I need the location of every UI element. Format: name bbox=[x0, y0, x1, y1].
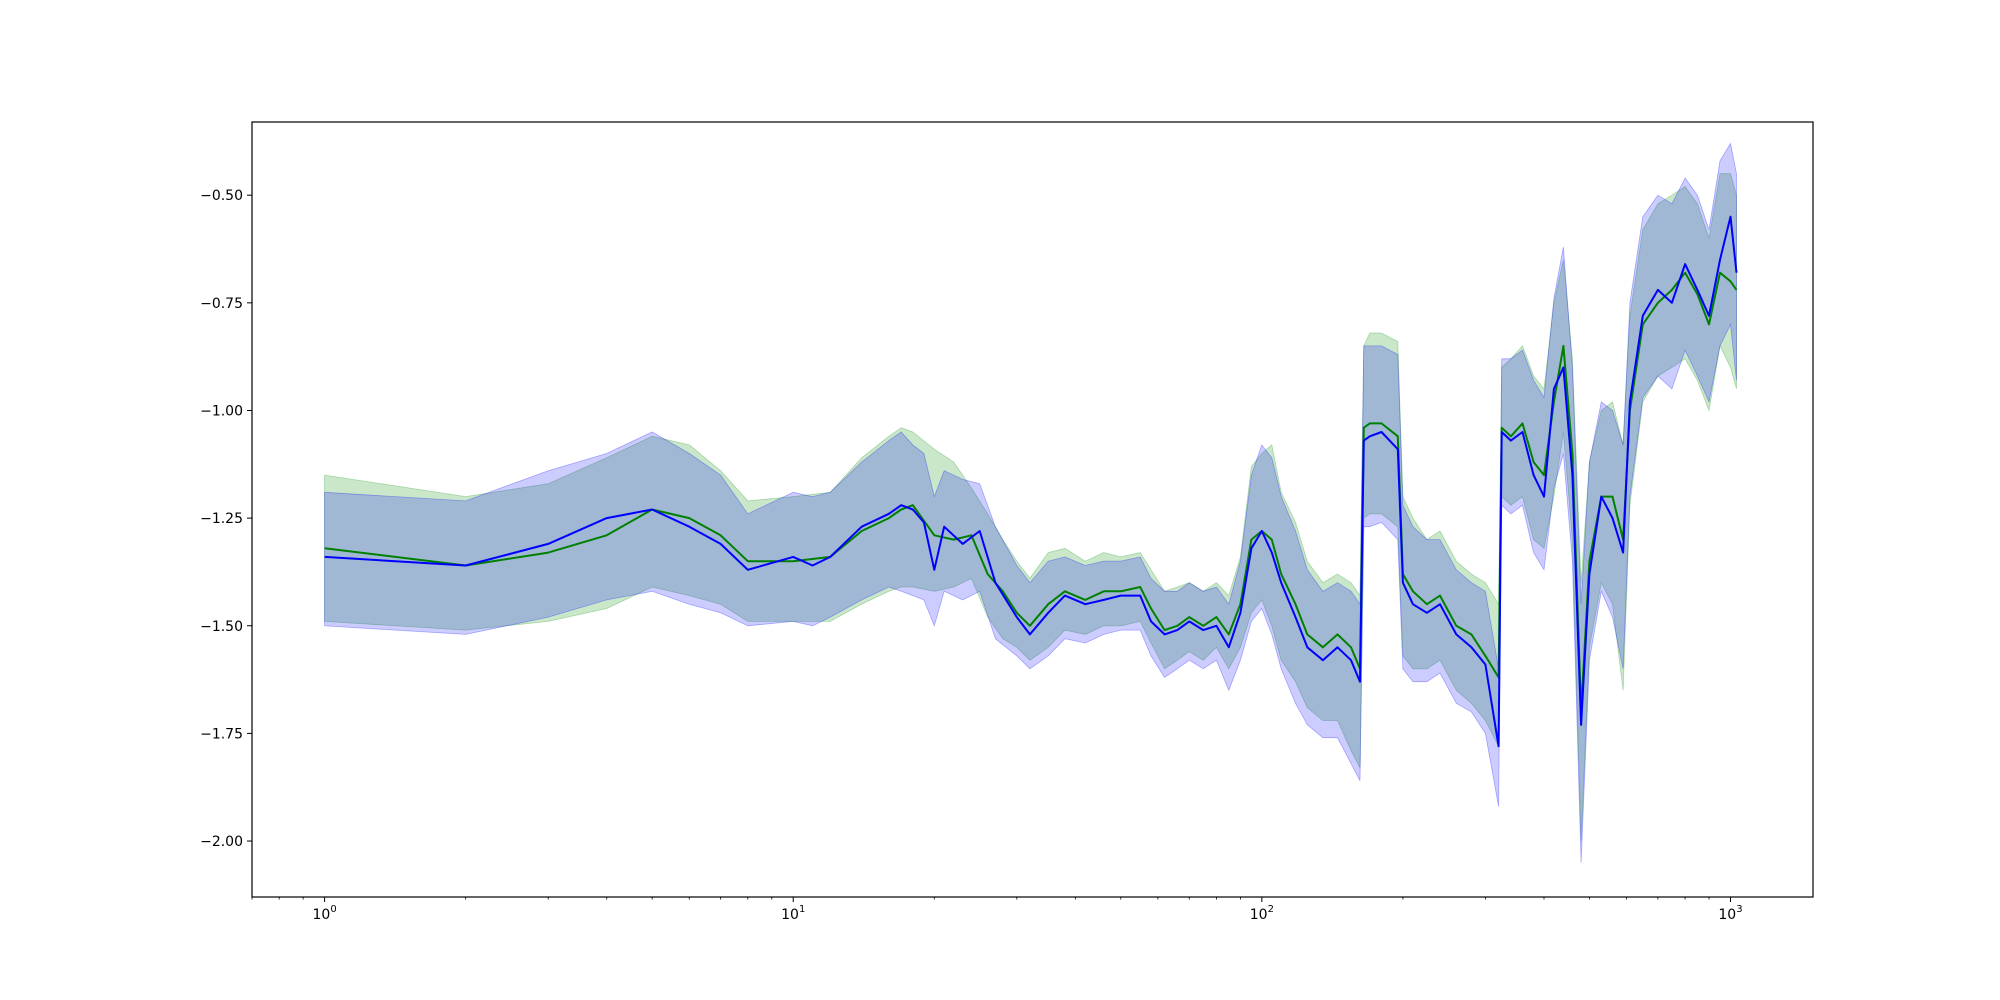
series-lines bbox=[324, 215, 1738, 748]
confidence-bands bbox=[324, 142, 1737, 863]
x-tick-label: 103 bbox=[1718, 904, 1742, 923]
y-axis: −0.50 −0.75 −1.00 −1.25 −1.50 −1.75 −2.00 bbox=[200, 188, 252, 850]
y-tick-label: −0.75 bbox=[200, 296, 243, 312]
y-tick-label: −0.50 bbox=[200, 188, 243, 204]
series-1-line bbox=[324, 215, 1738, 748]
series-1-band bbox=[324, 142, 1737, 863]
y-tick-label: −2.00 bbox=[200, 834, 243, 850]
x-axis: 100 101 102 103 bbox=[251, 897, 1743, 923]
x-tick-label: 100 bbox=[312, 904, 336, 923]
plot-frame bbox=[251, 121, 1814, 898]
series-0-band bbox=[324, 173, 1737, 842]
y-tick-label: −1.75 bbox=[200, 726, 243, 742]
x-tick-label: 101 bbox=[781, 904, 805, 923]
y-tick-label: −1.25 bbox=[200, 511, 243, 527]
y-tick-label: −1.00 bbox=[200, 403, 243, 419]
x-tick-label: 102 bbox=[1250, 904, 1274, 923]
y-tick-label: −1.50 bbox=[200, 619, 243, 635]
